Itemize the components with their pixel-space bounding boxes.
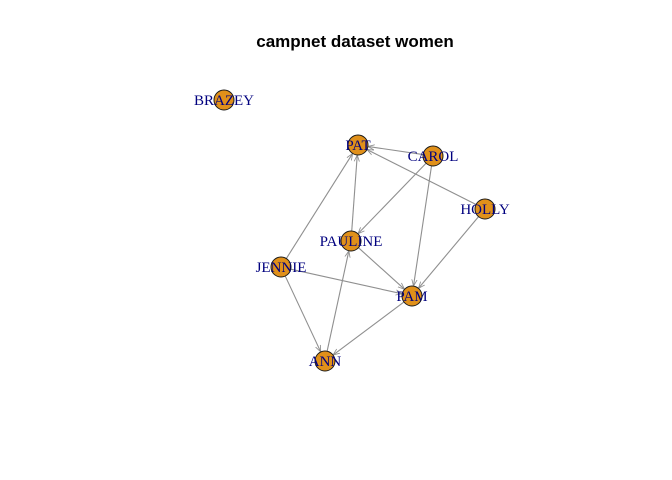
- edge-pam-to-ann: [333, 301, 405, 355]
- graph-title: campnet dataset women: [256, 32, 453, 51]
- nodes-layer: [213, 89, 496, 372]
- edges-layer: [284, 146, 479, 355]
- node-jennie: [270, 256, 292, 278]
- node-pat: [347, 134, 369, 156]
- edge-carol-to-pauline: [358, 162, 427, 234]
- node-brazey: [213, 89, 235, 111]
- node-carol: [422, 145, 444, 167]
- node-label-jennie: JENNIE: [256, 260, 307, 276]
- labels-layer: BRAZEY PAT CAROL HOLLY PAULINE JENNIE PAM ANN: [194, 93, 510, 370]
- edge-carol-to-pam: [413, 165, 433, 286]
- node-pauline: [340, 230, 362, 252]
- node-label-pam: PAM: [396, 289, 427, 305]
- edge-pauline-to-pat: [351, 155, 358, 232]
- edge-holly-to-pam: [418, 216, 479, 289]
- edge-ann-to-pauline: [326, 251, 349, 352]
- node-label-carol: CAROL: [408, 149, 459, 165]
- edge-jennie-to-pat: [285, 153, 352, 259]
- node-pam: [401, 285, 423, 307]
- edge-holly-to-pat: [367, 150, 477, 205]
- node-label-holly: HOLLY: [460, 202, 509, 218]
- node-label-ann: ANN: [309, 354, 342, 370]
- edge-jennie-to-pam: [290, 268, 402, 294]
- node-ann: [314, 350, 336, 372]
- edge-carol-to-pat: [368, 146, 424, 156]
- node-label-pat: PAT: [345, 138, 370, 154]
- node-label-pauline: PAULINE: [320, 234, 383, 250]
- node-label-brazey: BRAZEY: [194, 93, 254, 109]
- edge-jennie-to-ann: [284, 275, 322, 352]
- edge-pauline-to-pam: [358, 247, 404, 290]
- node-holly: [474, 198, 496, 220]
